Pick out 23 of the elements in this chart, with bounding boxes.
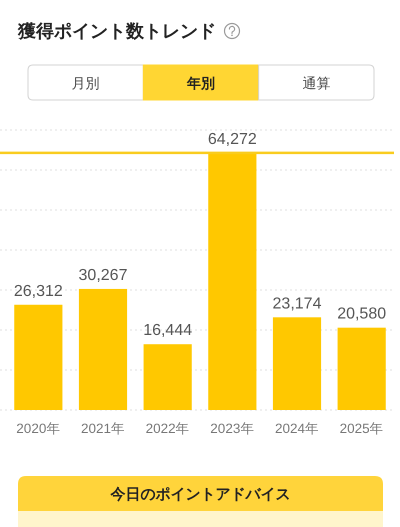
data-label: 26,312 [14,282,63,300]
bar [208,152,256,410]
bar [144,344,192,410]
bar [338,328,386,410]
bar [272,317,322,410]
bar [14,304,62,410]
x-tick-label: 2023年 [210,421,254,436]
x-tick-label: 2021年 [80,421,126,436]
x-tick-label: 2020年 [16,421,60,436]
tab: 通算 [258,64,374,100]
tab-selected: 年別 [142,64,260,100]
x-tick-label: 2025年 [340,421,384,436]
data-label: 20,580 [337,306,386,323]
chart-title: 獲得ポイント数トレンド [17,21,216,41]
data-label: 64,272 [208,130,257,148]
data-label: 16,444 [143,322,192,340]
x-tick-label: 2024年 [274,421,320,436]
bar [78,288,128,410]
data-label: 23,174 [272,295,322,312]
text: 今日のポイントアドバイス [110,486,290,503]
tab: 月別 [28,64,144,100]
data-label: 30,267 [78,266,128,284]
x-tick-label: 2022年 [146,421,190,436]
